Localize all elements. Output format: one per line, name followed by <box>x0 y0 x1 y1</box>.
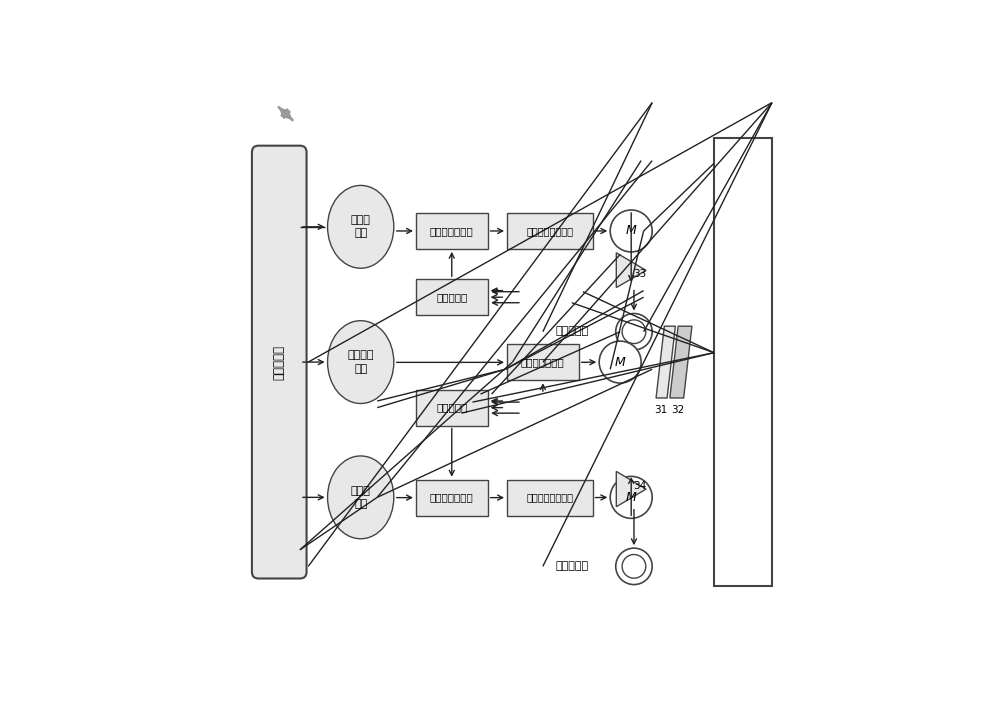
Circle shape <box>610 476 652 518</box>
Text: 空心编码器: 空心编码器 <box>555 561 588 571</box>
Text: 相位差
给定: 相位差 给定 <box>351 485 371 509</box>
Text: 空心编码器: 空心编码器 <box>555 326 588 336</box>
Text: 34: 34 <box>633 481 646 491</box>
Ellipse shape <box>328 320 394 404</box>
Text: M: M <box>626 224 637 237</box>
Bar <box>507 344 579 380</box>
Circle shape <box>610 210 652 252</box>
Ellipse shape <box>328 456 394 538</box>
Text: 上位机接口: 上位机接口 <box>273 345 286 379</box>
Text: 相位差
给定: 相位差 给定 <box>351 215 371 239</box>
Text: M: M <box>626 491 637 504</box>
Bar <box>416 280 488 315</box>
Circle shape <box>616 313 652 350</box>
Bar <box>416 213 488 249</box>
Circle shape <box>622 554 646 578</box>
Polygon shape <box>670 326 692 398</box>
Circle shape <box>616 548 652 584</box>
Text: 自动控制调节器: 自动控制调节器 <box>430 226 474 236</box>
Text: 自动控制调节器: 自动控制调节器 <box>430 493 474 503</box>
Text: 上跟随镜片驱动器: 上跟随镜片驱动器 <box>526 226 573 236</box>
Text: 31: 31 <box>654 404 667 414</box>
Text: 33: 33 <box>633 269 646 279</box>
Text: M: M <box>615 356 626 369</box>
Text: 基准镜片驱动器: 基准镜片驱动器 <box>521 357 565 367</box>
Text: 下跟随镜片驱动器: 下跟随镜片驱动器 <box>526 493 573 503</box>
Text: 相位差测定: 相位差测定 <box>436 293 467 302</box>
Polygon shape <box>656 326 675 398</box>
Polygon shape <box>616 253 646 288</box>
Bar <box>714 138 772 586</box>
Ellipse shape <box>328 186 394 268</box>
Polygon shape <box>616 471 646 507</box>
Text: 相位差测定: 相位差测定 <box>436 403 467 412</box>
Text: 32: 32 <box>672 404 685 414</box>
Bar <box>416 480 488 516</box>
Text: 基准速度
给定: 基准速度 给定 <box>347 351 374 374</box>
Circle shape <box>622 320 646 343</box>
FancyBboxPatch shape <box>252 146 307 579</box>
Circle shape <box>599 341 641 383</box>
Bar <box>507 213 593 249</box>
Bar <box>416 390 488 426</box>
Bar <box>507 480 593 516</box>
